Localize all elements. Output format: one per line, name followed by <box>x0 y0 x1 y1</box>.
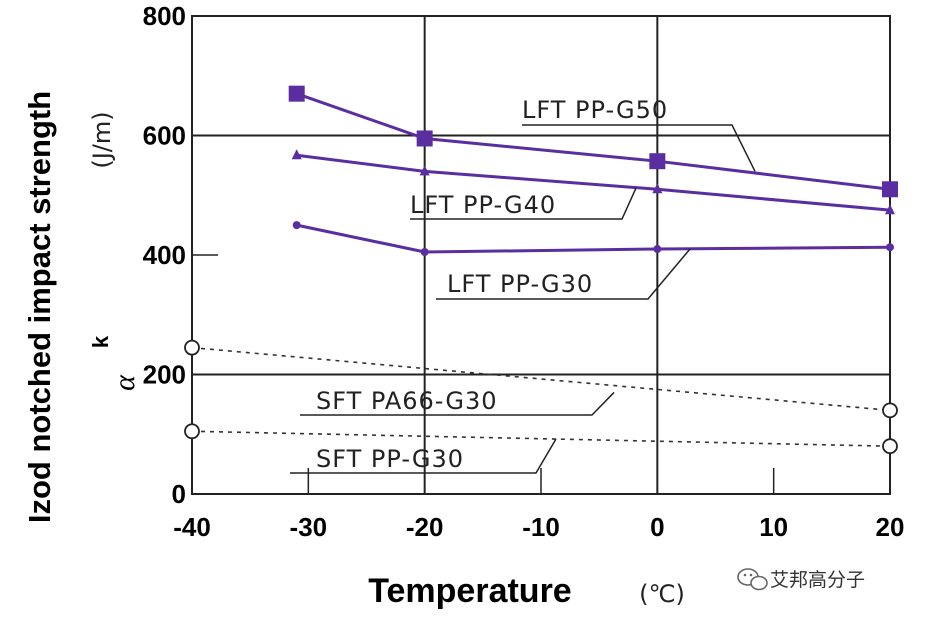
series-line <box>191 346 891 412</box>
x-tick-label: -20 <box>406 512 444 542</box>
y-tick-label: 200 <box>143 360 186 390</box>
data-point <box>652 183 663 194</box>
series-leader-line <box>300 391 615 416</box>
watermark: 艾邦高分子 <box>737 568 865 591</box>
y-axis-label: Izod notched impact strength <box>22 91 57 523</box>
data-point <box>184 423 200 440</box>
data-point <box>653 245 662 254</box>
data-point <box>882 402 898 419</box>
data-point <box>885 204 895 215</box>
series-label: LFT PP-G50 <box>522 96 668 124</box>
x-tick-label: 0 <box>650 512 664 542</box>
x-tick-label: 10 <box>759 512 788 542</box>
data-point <box>420 248 429 257</box>
x-tick-label: -30 <box>290 512 328 542</box>
series-leader-line <box>290 438 557 474</box>
data-point <box>292 221 301 230</box>
y-axis-symbol-subscript: k <box>88 335 113 348</box>
y-tick-label: 400 <box>143 240 186 270</box>
x-axis-label: Temperature <box>368 572 571 610</box>
data-point <box>184 339 200 356</box>
data-point <box>291 149 302 160</box>
watermark-text: 艾邦高分子 <box>770 569 865 591</box>
x-tick-label: 20 <box>876 512 905 542</box>
series-lines <box>191 92 891 447</box>
series-line <box>296 153 891 212</box>
series-line <box>191 430 891 447</box>
series-line <box>296 92 891 191</box>
data-point <box>882 438 898 455</box>
y-tick-label: 0 <box>172 479 186 509</box>
series-callouts: LFT PP-G50 LFT PP-G40 LFT PP-G30 SFT PA66-G… <box>290 96 756 474</box>
series-label: SFT PA66-G30 <box>316 387 497 415</box>
y-tick-label: 600 <box>143 121 186 151</box>
x-tick-label: -40 <box>173 512 211 542</box>
series-leader-line <box>522 124 756 172</box>
series-leader-line <box>436 248 691 300</box>
data-point <box>288 85 305 102</box>
series-label: LFT PP-G40 <box>410 191 556 219</box>
data-point <box>419 165 430 176</box>
series-label: SFT PP-G30 <box>316 445 464 473</box>
data-point <box>416 130 433 147</box>
series-line <box>296 223 891 254</box>
data-point <box>882 181 898 198</box>
series-label: LFT PP-G30 <box>447 270 593 298</box>
x-tick-label: -10 <box>522 512 560 542</box>
x-axis-unit: (℃) <box>639 580 685 608</box>
wechat-icon <box>737 568 768 591</box>
series-leader-line <box>410 187 637 220</box>
data-point <box>886 243 894 252</box>
y-tick-label: 800 <box>143 1 186 31</box>
data-point <box>649 153 666 170</box>
y-axis-unit: (J/m) <box>88 111 116 168</box>
series-markers <box>184 85 898 455</box>
y-axis-symbol: α <box>108 374 141 391</box>
